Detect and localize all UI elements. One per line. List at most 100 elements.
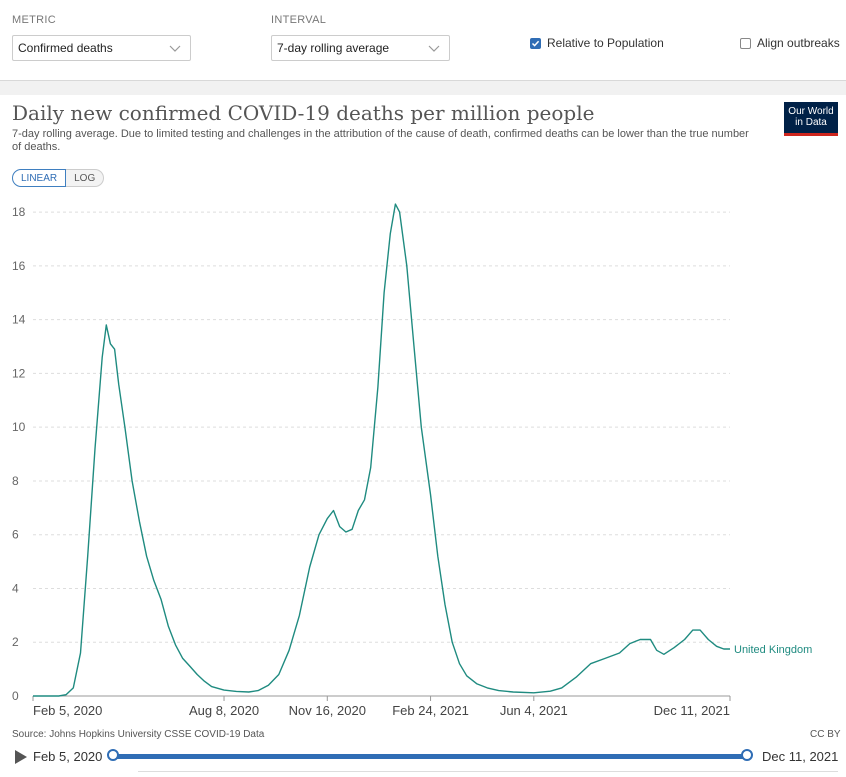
- data-point: [656, 650, 658, 652]
- align-outbreaks-checkbox[interactable]: Align outbreaks: [740, 36, 840, 50]
- logo-line-1: Our World: [788, 106, 834, 117]
- data-point: [223, 689, 225, 691]
- data-point: [345, 531, 347, 533]
- data-point: [257, 690, 259, 692]
- data-point: [406, 265, 408, 267]
- data-point: [684, 639, 686, 641]
- y-tick-label: 12: [12, 366, 26, 380]
- data-point: [604, 658, 606, 660]
- controls-bar: METRIC Confirmed deaths INTERVAL 7-day r…: [0, 0, 846, 81]
- data-point: [65, 694, 67, 696]
- data-point: [160, 598, 162, 600]
- data-point: [80, 652, 82, 654]
- series-line[interactable]: [33, 203, 730, 697]
- checkbox-unchecked-icon: [740, 37, 751, 49]
- x-tick-label: Feb 24, 2021: [392, 703, 469, 718]
- data-point: [327, 518, 329, 520]
- data-point: [430, 494, 432, 496]
- scale-toggle: LINEAR LOG: [12, 169, 105, 187]
- data-point: [421, 426, 423, 428]
- chart-subtitle: 7-day rolling average. Due to limited te…: [12, 128, 749, 153]
- metric-value: Confirmed deaths: [18, 41, 113, 55]
- data-point: [673, 647, 675, 649]
- relative-to-population-label: Relative to Population: [547, 36, 664, 50]
- data-point: [339, 526, 341, 528]
- line-chart[interactable]: 0 2 4 6 8 10 12 14 16 18 Feb 5, 2020 Aug 8, 2020 No…: [0, 195, 846, 723]
- data-point: [729, 648, 731, 650]
- owid-logo[interactable]: Our World in Data: [784, 102, 838, 136]
- data-point: [444, 604, 446, 606]
- log-scale-button[interactable]: LOG: [66, 169, 105, 187]
- linear-scale-button[interactable]: LINEAR: [12, 169, 67, 187]
- data-point: [87, 555, 89, 557]
- x-tick-label: Aug 8, 2020: [189, 703, 259, 718]
- data-point: [476, 683, 478, 685]
- data-point: [124, 426, 126, 428]
- data-point: [699, 629, 701, 631]
- data-point: [723, 648, 725, 650]
- data-point: [358, 510, 360, 512]
- chevron-down-icon: [169, 45, 181, 52]
- data-point: [413, 346, 415, 348]
- data-point: [278, 674, 280, 676]
- timeline-start-handle[interactable]: [107, 749, 119, 761]
- x-tick-label: Nov 16, 2020: [289, 703, 366, 718]
- data-point: [708, 639, 710, 641]
- data-point: [370, 467, 372, 469]
- y-tick-label: 10: [12, 420, 26, 434]
- y-tick-label: 4: [12, 581, 19, 595]
- data-point: [512, 691, 514, 693]
- interval-dropdown[interactable]: 7-day rolling average: [271, 35, 450, 61]
- data-point: [110, 343, 112, 345]
- data-point: [168, 625, 170, 627]
- x-tick-label: Jun 4, 2021: [500, 703, 568, 718]
- source-note: Source: Johns Hopkins University CSSE CO…: [12, 729, 265, 740]
- data-point: [459, 663, 461, 665]
- data-point: [333, 510, 335, 512]
- align-outbreaks-label: Align outbreaks: [757, 36, 840, 50]
- data-point: [487, 687, 489, 689]
- y-tick-label: 2: [12, 635, 19, 649]
- timeline-slider: Feb 5, 2020 Dec 11, 2021: [0, 745, 846, 771]
- license-link[interactable]: CC BY: [810, 729, 841, 740]
- data-point: [153, 580, 155, 582]
- data-point: [189, 666, 191, 668]
- data-point: [101, 357, 103, 359]
- relative-to-population-checkbox[interactable]: Relative to Population: [530, 36, 664, 50]
- data-point: [182, 658, 184, 660]
- data-point: [364, 499, 366, 501]
- play-icon[interactable]: [14, 750, 28, 764]
- data-point: [175, 644, 177, 646]
- x-tick-label: Dec 11, 2021: [654, 703, 730, 718]
- data-point: [437, 555, 439, 557]
- series-label: United Kingdom: [734, 644, 812, 656]
- timeline-end-handle[interactable]: [741, 749, 753, 761]
- data-point: [399, 211, 401, 213]
- chevron-down-icon: [428, 45, 440, 52]
- data-point: [94, 448, 96, 450]
- data-point: [692, 629, 694, 631]
- timeline-end-label: Dec 11, 2021: [762, 749, 839, 764]
- checkbox-checked-icon: [530, 37, 541, 49]
- interval-label: INTERVAL: [271, 14, 327, 26]
- data-point: [663, 654, 665, 656]
- data-point: [377, 386, 379, 388]
- data-point: [575, 676, 577, 678]
- data-point: [550, 690, 552, 692]
- data-point: [268, 684, 270, 686]
- data-point: [73, 687, 75, 689]
- data-point: [561, 687, 563, 689]
- timeline-track[interactable]: [112, 754, 748, 759]
- data-point: [451, 641, 453, 643]
- y-tick-label: 8: [12, 474, 19, 488]
- chart-title: Daily new confirmed COVID-19 deaths per …: [12, 101, 595, 125]
- data-point: [58, 695, 60, 697]
- y-tick-label: 18: [12, 205, 26, 219]
- data-point: [146, 555, 148, 557]
- data-point: [139, 521, 141, 523]
- data-point: [395, 203, 397, 205]
- metric-dropdown[interactable]: Confirmed deaths: [12, 35, 191, 61]
- series-lines: United Kingdom: [33, 203, 812, 697]
- y-tick-label: 14: [12, 313, 26, 327]
- bottom-tab-strip: [138, 771, 838, 777]
